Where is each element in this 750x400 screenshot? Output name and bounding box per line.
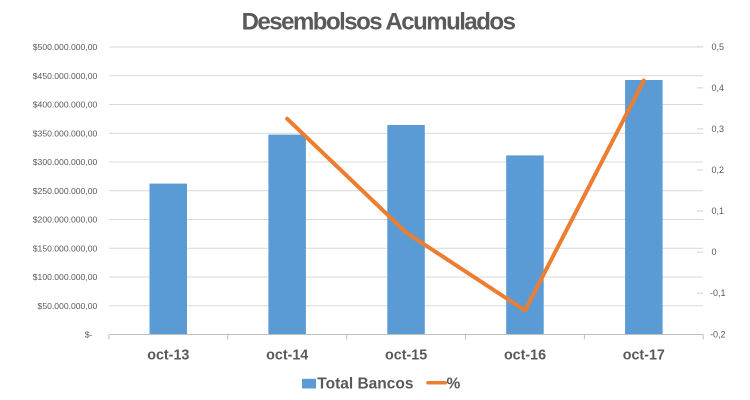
svg-text:$300.000.000,00: $300.000.000,00 bbox=[33, 157, 98, 167]
svg-text:$200.000.000,00: $200.000.000,00 bbox=[33, 215, 98, 225]
svg-text:0,2: 0,2 bbox=[712, 165, 725, 175]
svg-text:0: 0 bbox=[712, 247, 717, 257]
svg-text:0,1: 0,1 bbox=[712, 206, 725, 216]
svg-text:%: % bbox=[447, 376, 461, 393]
svg-text:Total Bancos: Total Bancos bbox=[317, 376, 413, 393]
svg-text:$50.000.000,00: $50.000.000,00 bbox=[38, 301, 98, 311]
svg-text:$150.000.000,00: $150.000.000,00 bbox=[33, 243, 98, 253]
svg-text:$250.000.000,00: $250.000.000,00 bbox=[33, 186, 98, 196]
svg-text:oct-14: oct-14 bbox=[266, 348, 308, 364]
svg-text:0,5: 0,5 bbox=[712, 42, 725, 52]
svg-text:0,4: 0,4 bbox=[712, 83, 725, 93]
svg-text:-0,1: -0,1 bbox=[710, 288, 726, 298]
svg-text:$350.000.000,00: $350.000.000,00 bbox=[33, 128, 98, 138]
svg-text:$500.000.000,00: $500.000.000,00 bbox=[33, 42, 98, 52]
svg-text:oct-17: oct-17 bbox=[623, 348, 665, 364]
svg-text:$450.000.000,00: $450.000.000,00 bbox=[33, 71, 98, 81]
svg-text:$100.000.000,00: $100.000.000,00 bbox=[33, 272, 98, 282]
svg-text:oct-16: oct-16 bbox=[504, 348, 546, 364]
svg-text:Desembolsos Acumulados: Desembolsos Acumulados bbox=[242, 9, 516, 36]
svg-text:oct-13: oct-13 bbox=[147, 348, 189, 364]
svg-text:$400.000.000,00: $400.000.000,00 bbox=[33, 100, 98, 110]
svg-text:0,3: 0,3 bbox=[712, 124, 725, 134]
svg-text:oct-15: oct-15 bbox=[385, 348, 427, 364]
svg-text:-0,2: -0,2 bbox=[710, 329, 726, 339]
svg-text:$-: $- bbox=[85, 330, 93, 340]
